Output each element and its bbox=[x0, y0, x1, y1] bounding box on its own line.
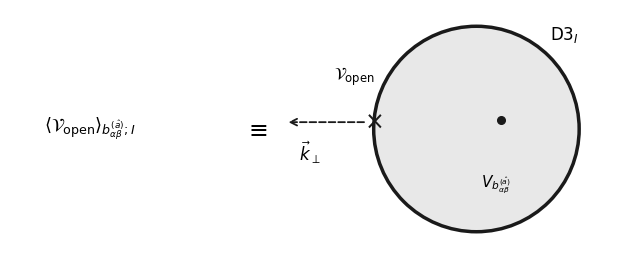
Circle shape bbox=[374, 26, 579, 232]
Text: $\langle \mathcal{V}_{\mathrm{open}} \rangle_{b_{\alpha\beta}^{(\hat{a})};I}$: $\langle \mathcal{V}_{\mathrm{open}} \ra… bbox=[44, 116, 136, 142]
Text: $\mathcal{V}_{\mathrm{open}}$: $\mathcal{V}_{\mathrm{open}}$ bbox=[333, 66, 374, 88]
Text: $\times$: $\times$ bbox=[364, 110, 383, 134]
Text: $V_{b_{\alpha\beta}^{(\hat{a})}}$: $V_{b_{\alpha\beta}^{(\hat{a})}}$ bbox=[481, 174, 511, 196]
Text: $\equiv$: $\equiv$ bbox=[244, 117, 268, 141]
Text: $\mathrm{D3}_{I}$: $\mathrm{D3}_{I}$ bbox=[550, 25, 579, 45]
Text: $\vec{k}_{\perp}$: $\vec{k}_{\perp}$ bbox=[300, 139, 321, 166]
